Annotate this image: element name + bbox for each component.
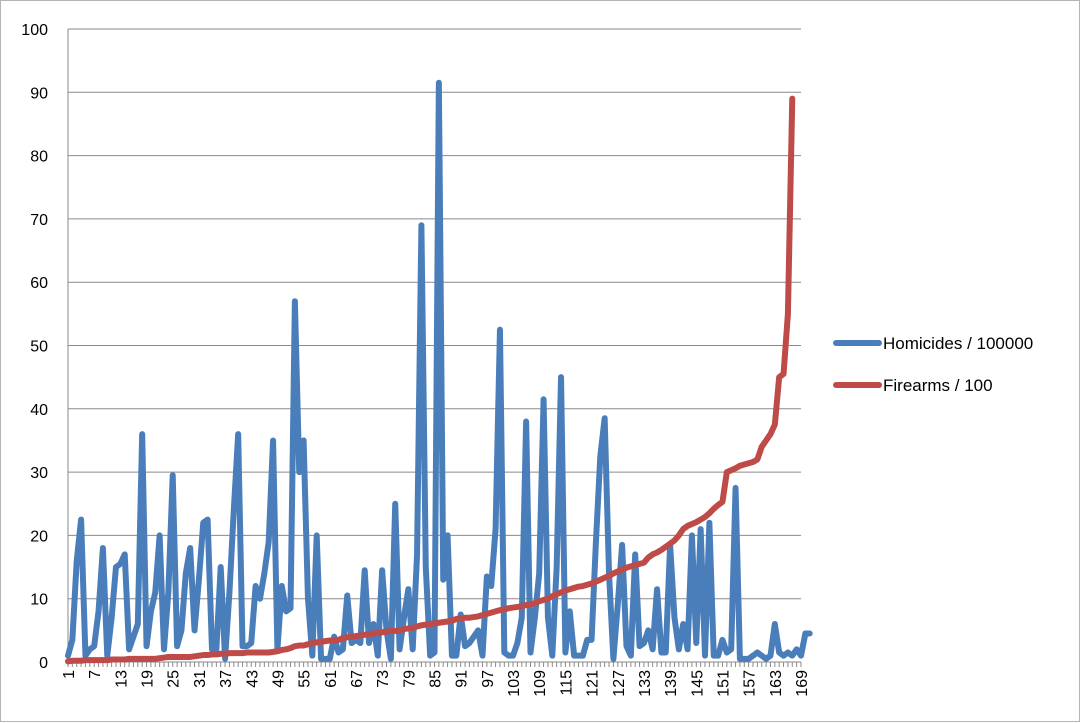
x-tick-label: 121 — [585, 670, 602, 697]
y-tick-label: 90 — [30, 85, 48, 102]
y-tick-label: 100 — [21, 22, 48, 39]
x-tick-label: 31 — [192, 670, 209, 688]
x-tick-label: 163 — [768, 670, 785, 697]
x-tick-label: 151 — [715, 670, 732, 697]
x-tick-label: 169 — [794, 670, 811, 697]
x-tick-label: 157 — [742, 670, 759, 697]
y-axis: 0 10 20 30 40 50 60 70 80 90 100 — [21, 22, 69, 672]
y-tick-label: 10 — [30, 592, 48, 609]
plot-area — [65, 79, 813, 665]
x-tick-label: 145 — [689, 670, 706, 697]
x-axis: 1 7 13 19 25 31 37 43 49 55 61 67 73 79 85 91 97 103 109 11… — [61, 661, 811, 697]
series-line-1 — [65, 95, 796, 665]
y-tick-label: 20 — [30, 528, 48, 545]
x-tick-label: 97 — [480, 670, 497, 688]
y-tick-label: 30 — [30, 465, 48, 482]
x-tick-label: 13 — [113, 670, 130, 688]
x-tick-label: 103 — [506, 670, 523, 697]
x-tick-label: 1 — [61, 670, 78, 679]
x-tick-label: 85 — [428, 670, 445, 688]
x-tick-label: 127 — [611, 670, 628, 697]
x-tick-label: 91 — [454, 670, 471, 688]
legend-label: Homicides / 100000 — [883, 334, 1033, 353]
x-tick-label: 115 — [558, 670, 575, 696]
x-tick-label: 61 — [323, 670, 340, 688]
y-tick-label: 70 — [30, 212, 48, 229]
y-tick-label: 80 — [30, 149, 48, 166]
x-tick-label: 25 — [166, 670, 183, 688]
x-tick-label: 67 — [349, 670, 366, 688]
x-tick-label: 109 — [532, 670, 549, 697]
y-tick-label: 0 — [39, 655, 48, 672]
legend: Homicides / 100000 Firearms / 100 — [833, 334, 1033, 395]
x-tick-label: 133 — [637, 670, 654, 697]
x-tick-label: 43 — [244, 670, 261, 688]
x-tick-label: 19 — [140, 670, 157, 688]
x-tick-label: 73 — [375, 670, 392, 688]
x-tick-label: 79 — [401, 670, 418, 688]
y-tick-label: 40 — [30, 402, 48, 419]
x-tick-label: 37 — [218, 670, 235, 688]
legend-label: Firearms / 100 — [883, 376, 993, 395]
y-tick-label: 50 — [30, 339, 48, 356]
x-tick-label: 55 — [297, 670, 314, 688]
x-tick-label: 7 — [87, 670, 104, 679]
x-tick-label: 49 — [270, 670, 287, 688]
series-line-0 — [65, 79, 813, 662]
y-tick-label: 60 — [30, 275, 48, 292]
x-tick-label: 139 — [663, 670, 680, 697]
